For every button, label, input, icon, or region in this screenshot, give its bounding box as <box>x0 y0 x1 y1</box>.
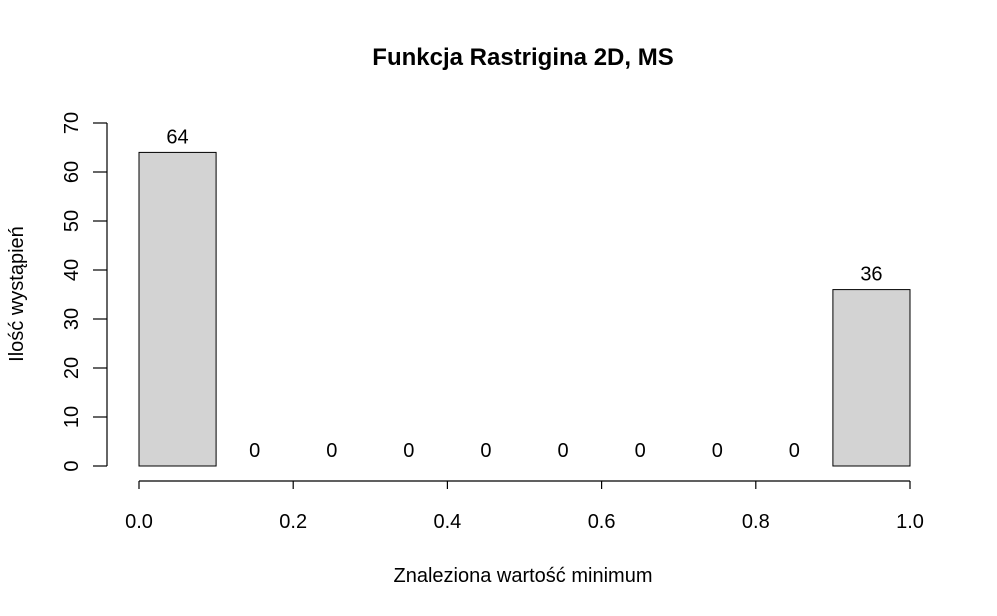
bars-group <box>138 151 911 467</box>
x-tick-label: 0.8 <box>742 511 770 533</box>
bar-value-label: 0 <box>480 440 491 462</box>
y-tick-label: 20 <box>61 357 83 379</box>
bar-value-label: 0 <box>249 440 260 462</box>
y-tick-label: 70 <box>61 112 83 134</box>
y-tick-label: 30 <box>61 308 83 330</box>
bar-value-label: 0 <box>326 440 337 462</box>
chart-title: Funkcja Rastrigina 2D, MS <box>372 44 673 71</box>
y-axis-label: Ilość wystąpień <box>6 226 28 362</box>
y-tick-label: 50 <box>61 210 83 232</box>
data-labels-group: 64 0 0 0 0 0 0 0 0 36 <box>166 126 882 462</box>
x-tick-label: 0.4 <box>433 511 461 533</box>
x-tick-label: 1.0 <box>896 511 924 533</box>
x-axis-label: Znaleziona wartość minimum <box>394 565 653 587</box>
bar-value-label: 0 <box>789 440 800 462</box>
bar-value-label: 36 <box>860 264 882 286</box>
y-tick-label: 0 <box>61 460 83 471</box>
bar-value-label: 0 <box>635 440 646 462</box>
x-axis: 0.0 0.2 0.4 0.6 0.8 1.0 <box>125 480 924 533</box>
y-tick-label: 40 <box>61 259 83 281</box>
histogram-bar <box>832 289 911 467</box>
bar-value-label: 64 <box>166 126 188 148</box>
histogram-bar <box>138 151 217 467</box>
x-tick-label: 0.2 <box>279 511 307 533</box>
bar-value-label: 0 <box>712 440 723 462</box>
x-tick-label: 0.0 <box>125 511 153 533</box>
y-tick-label: 10 <box>61 406 83 428</box>
bar-value-label: 0 <box>403 440 414 462</box>
y-tick-label: 60 <box>61 161 83 183</box>
bar-value-label: 0 <box>557 440 568 462</box>
x-tick-label: 0.6 <box>588 511 616 533</box>
y-axis: 0 10 20 30 40 50 60 70 <box>61 112 108 472</box>
